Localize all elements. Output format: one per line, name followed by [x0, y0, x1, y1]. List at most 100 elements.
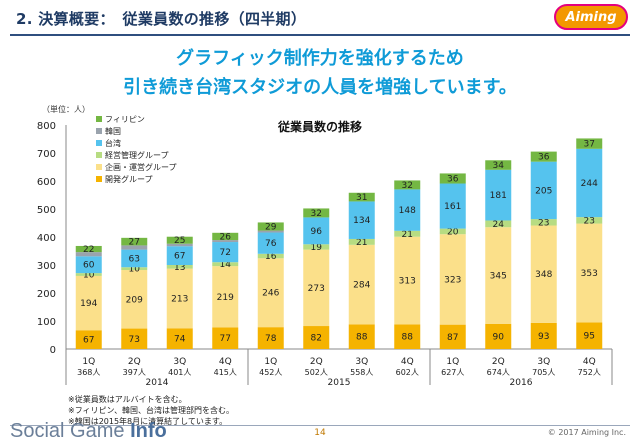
bar-segment [257, 230, 284, 233]
bar-segment [530, 322, 557, 349]
bar-segment [121, 249, 148, 268]
bar-segment [257, 258, 284, 328]
total-label: 602人 [396, 368, 419, 377]
data-label: 37 [584, 140, 595, 150]
data-label: 323 [444, 275, 461, 285]
data-label: 67 [83, 336, 94, 346]
total-label: 415人 [214, 368, 237, 377]
data-label: 93 [538, 332, 549, 342]
bar-segment [166, 236, 193, 244]
legend-swatch [96, 116, 102, 122]
unit-label: （単位：人） [42, 105, 90, 114]
data-label: 32 [311, 209, 322, 219]
bar-segment [166, 243, 193, 247]
y-tick-label: 200 [37, 289, 56, 300]
bar-segment [348, 244, 375, 325]
bar-segment [303, 217, 330, 245]
bar-segment [485, 227, 512, 324]
data-label: 219 [217, 293, 234, 303]
bar-segment [439, 234, 466, 325]
bar-segment [394, 236, 421, 325]
total-label: 397人 [123, 368, 146, 377]
data-label: 88 [402, 333, 414, 343]
bar-segment [394, 189, 421, 231]
data-label: 13 [174, 263, 185, 273]
data-label: 16 [265, 252, 277, 262]
total-label: 752人 [578, 368, 601, 377]
bar-segment [576, 148, 603, 218]
data-label: 73 [129, 335, 140, 345]
bar-segment [212, 262, 239, 267]
bar-segment [530, 161, 557, 220]
bar-segment [212, 327, 239, 349]
aiming-logo: Aiming [554, 4, 628, 30]
bar-segment [530, 219, 557, 226]
legend-label: 台湾 [105, 138, 121, 148]
bar-segment [166, 328, 193, 349]
year-label: 2015 [328, 378, 351, 388]
bar-segment [485, 220, 512, 228]
page-number: 14 [314, 428, 326, 438]
data-label: 95 [584, 332, 595, 342]
bar-segment [166, 268, 193, 329]
total-label: 558人 [350, 368, 373, 377]
data-label: 60 [83, 261, 95, 271]
bar-segment [75, 273, 102, 276]
bar-segment [75, 252, 102, 257]
bar-segment [439, 228, 466, 235]
bar-segment [212, 242, 239, 263]
bar-segment [166, 246, 193, 265]
data-label: 77 [220, 334, 231, 344]
data-label: 313 [399, 277, 416, 287]
slide-header: 2. 決算概要： 従業員数の推移（四半期） Aiming [0, 0, 640, 36]
data-label: 348 [535, 270, 552, 280]
data-label: 353 [581, 269, 598, 279]
watermark-brand: Social Game Info [10, 420, 167, 443]
bar-segment [303, 244, 330, 250]
total-label: 705人 [532, 368, 555, 377]
data-label: 134 [353, 216, 370, 226]
data-label: 32 [402, 181, 413, 191]
total-label: 401人 [168, 368, 191, 377]
footnote: ※フィリピン、韓国、台湾は管理部門を含む。 [68, 406, 235, 415]
bar-segment [485, 169, 512, 221]
bar-segment [348, 201, 375, 239]
bar-segment [348, 238, 375, 245]
x-tick-label: 1Q [264, 357, 277, 367]
bar-segment [121, 328, 148, 349]
bar-segment [121, 237, 148, 246]
data-label: 88 [356, 333, 368, 343]
data-label: 284 [353, 281, 370, 291]
bar-segment [121, 270, 148, 329]
legend-label: フィリピン [105, 115, 145, 124]
x-tick-label: 4Q [583, 357, 596, 367]
total-label: 368人 [77, 368, 100, 377]
total-label: 452人 [259, 368, 282, 377]
bar-segment [576, 223, 603, 323]
legend-label: 韓国 [105, 126, 121, 136]
legend-label: 開発グループ [105, 174, 153, 184]
data-label: 273 [308, 284, 325, 294]
data-label: 148 [399, 206, 416, 216]
bar-segment [121, 245, 148, 250]
y-tick-label: 100 [37, 317, 56, 328]
bar-segment [257, 253, 284, 259]
y-tick-label: 0 [50, 345, 56, 356]
data-label: 76 [265, 239, 277, 249]
bar-segment [75, 330, 102, 349]
data-label: 21 [356, 238, 367, 248]
y-tick-label: 500 [37, 205, 56, 216]
year-label: 2016 [510, 378, 533, 388]
footer-divider [10, 425, 630, 426]
x-tick-label: 1Q [446, 357, 459, 367]
footnotes: ※従業員数はアルバイトを含む。 ※フィリピン、韓国、台湾は管理部門を含む。 ※韓… [68, 394, 234, 427]
bar-segment [394, 324, 421, 349]
footnote: ※従業員数はアルバイトを含む。 [68, 395, 187, 404]
data-label: 27 [129, 238, 140, 248]
x-tick-label: 2Q [310, 357, 323, 367]
bar-segment [485, 323, 512, 349]
data-label: 209 [126, 295, 143, 305]
legend-swatch [96, 152, 102, 158]
data-label: 67 [174, 252, 185, 262]
data-label: 23 [584, 216, 595, 226]
